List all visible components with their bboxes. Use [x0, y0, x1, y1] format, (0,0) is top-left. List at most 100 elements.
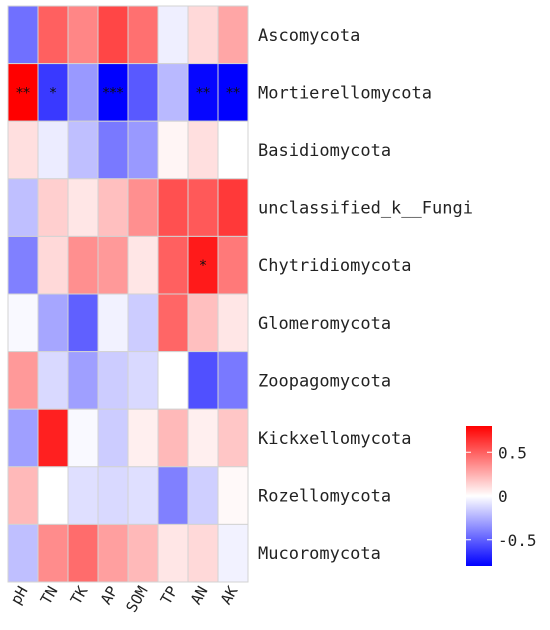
heatmap-cell-basidiomycota-ak [217, 120, 249, 180]
heatmap-cell-rozellomycota-ap [97, 466, 129, 525]
significance-marker-mortierellomycota-an: ** [196, 85, 210, 101]
heatmap-cell-glomeromycota-an [187, 293, 219, 353]
heatmap-cell-kickxellomycota-an [187, 408, 219, 468]
heatmap-cell-unclassified-k-fungi-ph [7, 178, 39, 237]
heatmap-cell-ascomycota-som [127, 5, 159, 65]
heatmap-cell-chytridiomycota-tk [67, 235, 99, 295]
heatmap-cell-chytridiomycota-tn [37, 235, 69, 295]
heatmap-cell-chytridiomycota-an [187, 235, 219, 295]
column-label-tn: TN [37, 583, 62, 608]
heatmap-cell-mortierellomycota-ph [7, 63, 39, 122]
heatmap-cell-zoopagomycota-tn [37, 351, 69, 410]
heatmap-cell-glomeromycota-ak [217, 293, 249, 353]
heatmap-cell-basidiomycota-an [187, 120, 219, 180]
heatmap-cell-rozellomycota-tn [37, 466, 69, 525]
heatmap-cell-basidiomycota-som [127, 120, 159, 180]
row-label-zoopagomycota: Zoopagomycota [258, 371, 391, 391]
heatmap-cell-mortierellomycota-som [127, 63, 159, 122]
heatmap-cell-mortierellomycota-tk [67, 63, 99, 122]
row-label-ascomycota: Ascomycota [258, 26, 360, 46]
heatmap-cell-basidiomycota-tn [37, 120, 69, 180]
row-label-mortierellomycota: Mortierellomycota [258, 83, 432, 103]
heatmap-cell-mucoromycota-tn [37, 523, 69, 583]
heatmap-cell-mucoromycota-an [187, 523, 219, 583]
heatmap-cell-kickxellomycota-tp [157, 408, 189, 468]
heatmap-cell-mucoromycota-ph [7, 523, 39, 583]
heatmap-cell-ascomycota-tn [37, 5, 69, 65]
heatmap-cell-zoopagomycota-tp [157, 351, 189, 410]
heatmap-cell-mortierellomycota-tp [157, 63, 189, 122]
heatmap-cell-rozellomycota-som [127, 466, 159, 525]
column-labels: pH TN TK AP SOM TP AN AK [7, 583, 242, 615]
legend-tick-label: 0 [498, 487, 508, 506]
heatmap-cell-ascomycota-tk [67, 5, 99, 65]
heatmap-cell-kickxellomycota-ap [97, 408, 129, 468]
heatmap-cell-unclassified-k-fungi-tn [37, 178, 69, 237]
heatmap-cell-kickxellomycota-ph [7, 408, 39, 468]
heatmap-cell-unclassified-k-fungi-som [127, 178, 159, 237]
heatmap-cell-rozellomycota-tp [157, 466, 189, 525]
row-label-glomeromycota: Glomeromycota [258, 314, 391, 334]
legend-tick-label: -0.5 [498, 531, 537, 550]
row-label-unclassified-k-fungi: unclassified_k__Fungi [258, 199, 473, 219]
heatmap-cell-zoopagomycota-som [127, 351, 159, 410]
significance-marker-mortierellomycota-ak: ** [226, 85, 240, 101]
heatmap-cell-glomeromycota-tk [67, 293, 99, 353]
legend-ticks: 0.5 0 -0.5 [466, 443, 537, 550]
heatmap-cells [7, 5, 249, 583]
heatmap-cell-zoopagomycota-ak [217, 351, 249, 410]
heatmap-cell-ascomycota-ph [7, 5, 39, 65]
heatmap-cell-chytridiomycota-ak [217, 235, 249, 295]
heatmap-cell-ascomycota-an [187, 5, 219, 65]
heatmap-cell-glomeromycota-ph [7, 293, 39, 353]
heatmap-cell-rozellomycota-tk [67, 466, 99, 525]
row-label-kickxellomycota: Kickxellomycota [258, 429, 412, 449]
heatmap-cell-zoopagomycota-ap [97, 351, 129, 410]
significance-marker-mortierellomycota-tn: * [50, 85, 57, 101]
heatmap-cell-mortierellomycota-tn [37, 63, 69, 122]
heatmap-cell-zoopagomycota-ph [7, 351, 39, 410]
heatmap-cell-basidiomycota-ap [97, 120, 129, 180]
significance-marker-mortierellomycota-ph: ** [16, 85, 30, 101]
row-label-mucoromycota: Mucoromycota [258, 544, 381, 564]
heatmap-cell-rozellomycota-ph [7, 466, 39, 525]
heatmap-cell-basidiomycota-tk [67, 120, 99, 180]
heatmap-cell-ascomycota-tp [157, 5, 189, 65]
heatmap-cell-unclassified-k-fungi-an [187, 178, 219, 237]
heatmap-cell-rozellomycota-ak [217, 466, 249, 525]
heatmap-cell-glomeromycota-ap [97, 293, 129, 353]
row-label-chytridiomycota: Chytridiomycota [258, 256, 412, 276]
row-labels: Ascomycota Mortierellomycota Basidiomycota… [258, 26, 473, 564]
heatmap-cell-chytridiomycota-tp [157, 235, 189, 295]
significance-marker-chytridiomycota-an: * [200, 258, 207, 274]
heatmap-cell-kickxellomycota-tn [37, 408, 69, 468]
heatmap-cell-unclassified-k-fungi-ap [97, 178, 129, 237]
column-label-tp: TP [157, 583, 182, 608]
heatmap-cell-unclassified-k-fungi-tp [157, 178, 189, 237]
heatmap-cell-mucoromycota-som [127, 523, 159, 583]
heatmap-cell-kickxellomycota-ak [217, 408, 249, 468]
heatmap-cell-glomeromycota-tp [157, 293, 189, 353]
heatmap-cell-chytridiomycota-ph [7, 235, 39, 295]
legend-tick-label: 0.5 [498, 443, 527, 462]
heatmap-cell-chytridiomycota-som [127, 235, 159, 295]
heatmap-cell-kickxellomycota-som [127, 408, 159, 468]
heatmap-cell-glomeromycota-tn [37, 293, 69, 353]
heatmap-cell-mucoromycota-tp [157, 523, 189, 583]
heatmap-cell-mucoromycota-ak [217, 523, 249, 583]
heatmap-cell-ascomycota-ap [97, 5, 129, 65]
heatmap-cell-chytridiomycota-ap [97, 235, 129, 295]
heatmap-cell-zoopagomycota-tk [67, 351, 99, 410]
column-label-ak: AK [217, 583, 242, 608]
heatmap-cell-basidiomycota-tp [157, 120, 189, 180]
heatmap-cell-basidiomycota-ph [7, 120, 39, 180]
column-label-an: AN [187, 583, 212, 608]
heatmap-cell-rozellomycota-an [187, 466, 219, 525]
row-label-basidiomycota: Basidiomycota [258, 141, 391, 161]
heatmap-cell-mucoromycota-ap [97, 523, 129, 583]
significance-marker-mortierellomycota-ap: *** [103, 85, 124, 101]
heatmap-cell-glomeromycota-som [127, 293, 159, 353]
significance-markers: ** * *** ** *** [16, 85, 240, 274]
column-label-som: SOM [122, 583, 151, 615]
